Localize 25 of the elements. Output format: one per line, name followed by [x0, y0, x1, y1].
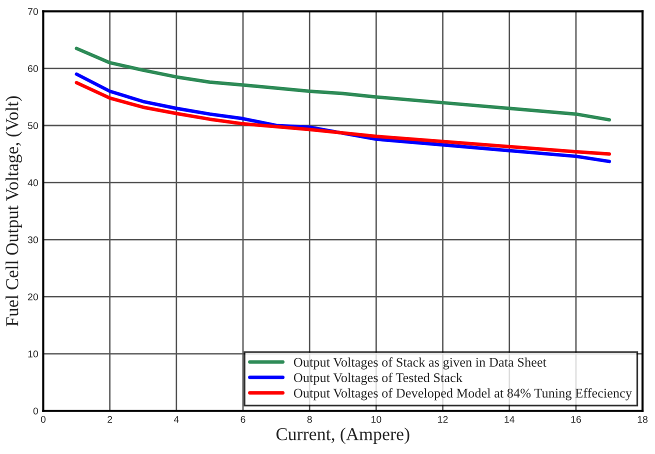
- legend-label: Output Voltages of Developed Model at 84% Tuning Effeciency: [294, 388, 632, 400]
- x-tick-label: 6: [240, 416, 246, 423]
- legend-label: Output Voltages of Tested Stack: [294, 372, 462, 385]
- y-tick-label: 50: [28, 122, 38, 130]
- y-tick-label: 10: [28, 350, 38, 358]
- line-series: [74, 46, 611, 122]
- legend-label: Output Voltages of Stack as given in Data Sheet: [294, 357, 546, 370]
- x-tick-label: 10: [372, 416, 382, 423]
- y-tick-label: 0: [33, 408, 38, 414]
- x-tick-label: 2: [108, 416, 112, 423]
- x-tick-label: 18: [638, 416, 648, 423]
- y-tick-label: 20: [28, 293, 38, 300]
- x-tick-label: 4: [174, 416, 179, 423]
- line-series: [74, 80, 611, 156]
- y-tick-label: 40: [28, 179, 38, 186]
- x-tick-label: 14: [504, 416, 514, 423]
- x-tick-label: 12: [438, 416, 448, 423]
- x-tick-label: 16: [571, 416, 581, 423]
- y-axis-title: Fuel Cell Output Voltage, (Volt): [6, 96, 22, 326]
- y-tick-label: 30: [28, 236, 38, 244]
- y-tick-label: 60: [28, 65, 38, 72]
- y-tick-label: 70: [28, 8, 38, 15]
- x-tick-label: 0: [40, 416, 46, 423]
- x-axis-title: Current, (Ampere): [276, 428, 410, 444]
- x-tick-label: 8: [307, 416, 312, 423]
